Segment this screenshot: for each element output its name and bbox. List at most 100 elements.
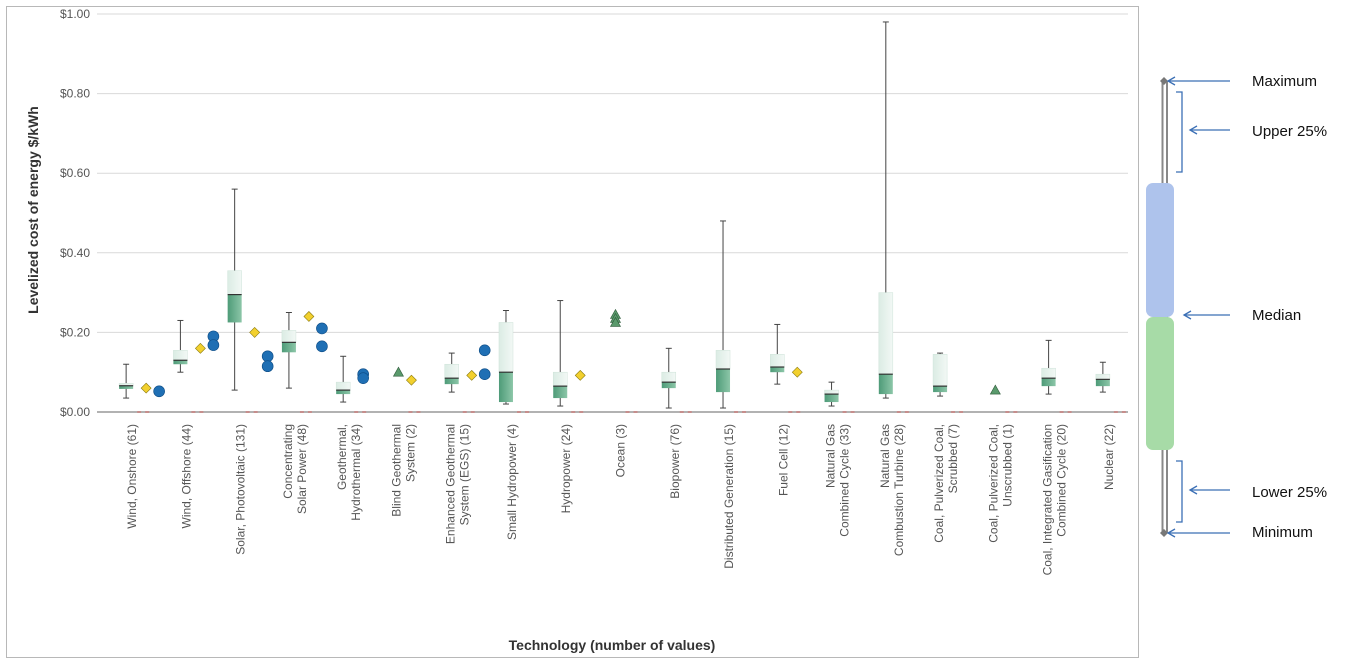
category-label: Coal, Integrated GasificationCombined Cy…: [1041, 424, 1069, 575]
upper-quartile-box: [770, 354, 785, 368]
legend-max-cap: [1160, 77, 1168, 85]
category-box: [444, 352, 475, 413]
category-label-line: Combined Cycle (20): [1055, 424, 1069, 537]
diamond-marker: [140, 382, 152, 394]
legend-upper25-arrow-head: [1188, 125, 1198, 135]
circle-marker: [316, 340, 328, 353]
category-label: Biopower (76): [668, 424, 682, 499]
category-label-line: Hydropower (24): [559, 424, 573, 513]
category-label: Natural GasCombined Cycle (33): [824, 424, 852, 537]
category-label-line: Blind Geothermal: [389, 424, 403, 517]
category-label: Geothermal,Hydrothermal (34): [335, 424, 363, 521]
triangle-marker: [609, 316, 622, 327]
category-box: [661, 347, 692, 413]
category-label-line: Small Hydropower (4): [505, 424, 519, 540]
diamond-marker: [406, 374, 417, 386]
category-box: [227, 188, 258, 413]
circle-marker: [153, 385, 165, 398]
lower-quartile-box: [1095, 379, 1110, 387]
y-tick-label: $0.00: [60, 405, 90, 419]
legend-lower25-label: Lower 25%: [1252, 484, 1327, 501]
category-label-line: Solar Power (48): [295, 424, 309, 514]
category-label-line: Biopower (76): [668, 424, 682, 499]
upper-quartile-box: [552, 371, 568, 387]
category-label-line: Ocean (3): [614, 424, 628, 477]
lower-quartile-box: [878, 374, 893, 395]
category-label-line: Wind, Offshore (44): [179, 424, 193, 528]
category-box: [335, 355, 367, 413]
category-label-line: Nuclear (22): [1102, 424, 1116, 490]
upper-quartile-box: [1041, 367, 1056, 379]
category-label-line: Coal, Integrated Gasification: [1041, 424, 1055, 575]
upper-quartile-box: [444, 363, 459, 379]
category-label: Ocean (3): [614, 424, 628, 477]
category-box: [118, 363, 150, 413]
category-label-line: Natural Gas: [878, 424, 892, 488]
y-axis-title: Levelized cost of energy $/kWh: [25, 106, 41, 314]
category-label: Small Hydropower (4): [505, 424, 519, 540]
category-label: Natural GasCombustion Turbine (28): [878, 424, 906, 556]
category-box: [1041, 339, 1072, 413]
category-label: Enhanced GeothermalSystem (EGS) (15): [444, 424, 472, 544]
category-label-line: Unscrubbed (1): [1000, 424, 1014, 507]
category-label-line: Enhanced Geothermal: [444, 424, 458, 544]
diamond-marker: [303, 311, 315, 322]
category-label: Distributed Generation (15): [722, 424, 736, 569]
category-label-line: System (2): [403, 424, 417, 482]
upper-quartile-box: [715, 350, 731, 370]
category-label-line: Fuel Cell (12): [776, 424, 790, 496]
circle-marker: [478, 344, 491, 357]
category-label-line: Geothermal,: [335, 424, 349, 490]
lower-quartile-box: [824, 394, 839, 403]
category-label-line: Scrubbed (7): [946, 424, 960, 493]
upper-quartile-box: [227, 270, 242, 295]
x-axis-title: Technology (number of values): [509, 637, 716, 653]
circle-marker: [261, 360, 274, 373]
upper-quartile-box: [498, 322, 514, 373]
category-box: [552, 300, 584, 413]
category-label-line: Coal, Pulverized Coal,: [932, 424, 946, 543]
legend-lower25-arrow-head: [1188, 485, 1198, 495]
category-label: Nuclear (22): [1102, 424, 1116, 490]
category-label-line: Coal, Pulverized Coal,: [986, 424, 1000, 543]
legend-min-cap: [1160, 529, 1168, 537]
category-box: [498, 310, 529, 413]
lower-quartile-box: [119, 385, 134, 389]
triangle-marker: [989, 384, 1001, 395]
box-series: [118, 21, 1126, 413]
category-label: Coal, Pulverized Coal,Unscrubbed (1): [986, 424, 1014, 543]
category-label: Fuel Cell (12): [776, 424, 790, 496]
category-label: Coal, Pulverized Coal,Scrubbed (7): [932, 424, 960, 543]
lower-quartile-box: [281, 342, 296, 353]
category-label-line: Hydrothermal (34): [349, 424, 363, 521]
upper-quartile-box: [1095, 373, 1111, 380]
legend-lower-box: [1146, 317, 1174, 450]
circle-marker: [207, 339, 220, 351]
lower-quartile-box: [227, 294, 242, 323]
category-label-line: Distributed Generation (15): [722, 424, 736, 569]
upper-quartile-box: [173, 350, 188, 361]
legend-maximum-label: Maximum: [1252, 73, 1317, 90]
category-box: [770, 323, 801, 413]
y-tick-label: $0.20: [60, 325, 90, 339]
lower-quartile-box: [1041, 378, 1056, 387]
category-label-line: Solar, Photovoltaic (131): [234, 424, 248, 555]
upper-quartile-box: [878, 292, 894, 375]
diamond-marker: [791, 366, 803, 378]
upper-quartile-box: [932, 354, 948, 387]
category-label: Hydropower (24): [559, 424, 573, 513]
legend-max-arrow-head: [1166, 76, 1176, 86]
x-axis-category-labels: Wind, Onshore (61) Wind, Offshore (44) Sol…: [125, 424, 1116, 575]
category-box: [932, 352, 964, 413]
triangle-marker: [392, 366, 404, 377]
y-axis-ticks: $0.00 $0.20 $0.40 $0.60 $0.80 $1.00: [60, 7, 90, 419]
diamond-marker: [249, 326, 261, 338]
legend-median-arrow-head: [1182, 310, 1192, 320]
category-label-line: System (EGS) (15): [458, 424, 472, 525]
legend-upper25-label: Upper 25%: [1252, 123, 1327, 140]
category-label-line: Combined Cycle (33): [838, 424, 852, 537]
category-label: Blind GeothermalSystem (2): [389, 424, 417, 517]
category-label: ConcentratingSolar Power (48): [281, 424, 309, 514]
circle-marker: [357, 372, 369, 384]
lower-quartile-box: [716, 369, 731, 393]
